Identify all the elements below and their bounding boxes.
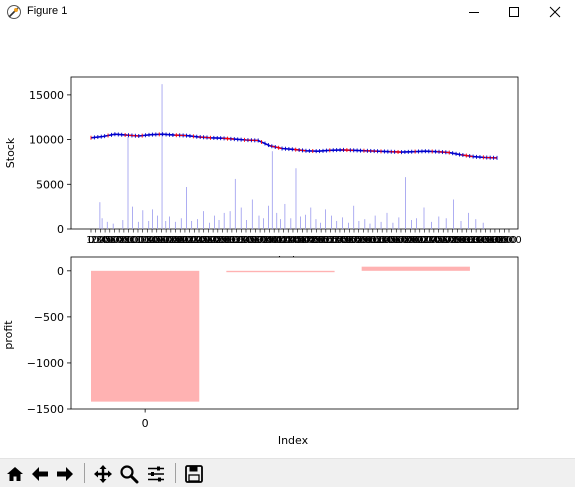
floppy-disk-icon — [184, 464, 204, 484]
toolbar-separator — [175, 463, 176, 483]
profit-x-label: Index — [278, 434, 309, 447]
magnifier-icon — [119, 464, 139, 484]
forward-button[interactable] — [53, 462, 77, 486]
home-icon — [5, 464, 25, 484]
arrow-right-icon — [55, 464, 75, 484]
y-tick-label: 5000 — [36, 178, 64, 191]
pan-button[interactable] — [91, 462, 115, 486]
toolbar-separator — [84, 463, 85, 483]
profit-bar — [362, 267, 470, 271]
y-tick-label: −1500 — [27, 403, 64, 416]
profit-axes[interactable]: −1500 −1000 −500 0 0 profit Index — [2, 257, 518, 447]
stock-y-ticks: 0 5000 10000 15000 — [29, 89, 71, 236]
navigation-toolbar — [0, 458, 575, 487]
minimize-button[interactable] — [454, 0, 494, 24]
x-tick-label: 8900 — [496, 235, 521, 246]
y-tick-label: 15000 — [29, 89, 64, 102]
minimize-icon — [468, 6, 480, 18]
close-icon — [549, 6, 561, 18]
profit-bar — [226, 271, 334, 272]
figure-canvas[interactable]: 0 5000 10000 15000 010020030040050060070080… — [0, 24, 575, 458]
profit-y-ticks: −1500 −1000 −500 0 — [27, 265, 71, 416]
profit-x-ticks: 0 — [142, 409, 149, 430]
save-button[interactable] — [182, 462, 206, 486]
stock-y-label: Stock — [4, 137, 17, 168]
configure-subplots-button[interactable] — [144, 462, 168, 486]
y-tick-label: 0 — [57, 265, 64, 278]
y-tick-label: 0 — [57, 223, 64, 236]
y-tick-label: 10000 — [29, 134, 64, 147]
sliders-icon — [146, 464, 166, 484]
y-tick-label: −500 — [34, 311, 64, 324]
home-button[interactable] — [3, 462, 27, 486]
close-button[interactable] — [535, 0, 575, 24]
profit-y-label: profit — [2, 320, 15, 350]
profit-bar — [91, 271, 199, 402]
zoom-button[interactable] — [117, 462, 141, 486]
move-arrows-icon — [93, 464, 113, 484]
title-bar: Figure 1 — [0, 0, 575, 24]
arrow-left-icon — [30, 464, 50, 484]
figure-app-icon — [6, 4, 22, 20]
maximize-icon — [508, 6, 520, 18]
maximize-button[interactable] — [494, 0, 534, 24]
stock-x-ticks: 0100200300400500600700800900100011001200… — [86, 229, 522, 246]
window-title: Figure 1 — [27, 5, 67, 17]
stock-axes[interactable]: 0 5000 10000 15000 010020030040050060070080… — [4, 77, 522, 267]
x-tick-label: 0 — [142, 417, 149, 430]
y-tick-label: −1000 — [27, 357, 64, 370]
back-button[interactable] — [28, 462, 52, 486]
